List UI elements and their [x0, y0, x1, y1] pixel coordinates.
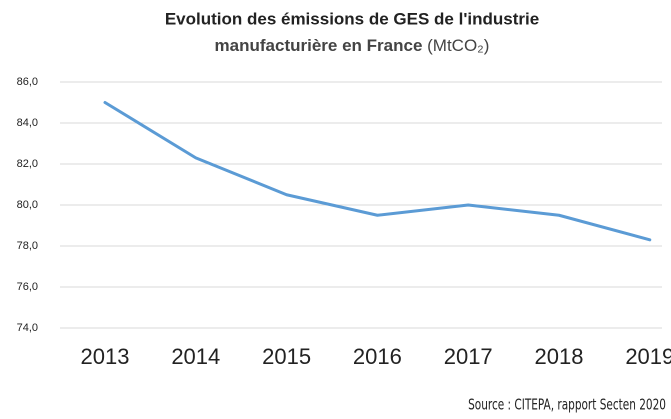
x-tick-label: 2014: [171, 344, 220, 369]
y-tick-label: 74,0: [17, 322, 38, 334]
y-tick-label: 86,0: [17, 76, 38, 88]
y-tick-label: 82,0: [17, 158, 38, 170]
x-tick-label: 2018: [535, 344, 584, 369]
chart-title: manufacturière en France: [215, 36, 423, 55]
x-tick-label: 2013: [81, 344, 130, 369]
y-tick-label: 84,0: [17, 117, 38, 129]
x-tick-label: 2016: [353, 344, 402, 369]
y-tick-label: 78,0: [17, 240, 38, 252]
y-tick-label: 80,0: [17, 199, 38, 211]
y-tick-label: 76,0: [17, 281, 38, 293]
x-tick-label: 2017: [444, 344, 493, 369]
unit: (MtCO₂): [427, 36, 489, 55]
source: Source : CITEPA, rapport Secten 2020: [468, 397, 666, 414]
x-tick-label: 2015: [262, 344, 311, 369]
data-line: [103, 101, 652, 242]
chart-title: Evolution des émissions de GES de l'indu…: [165, 9, 539, 28]
chart-title: manufacturière en France (MtCO₂): [215, 36, 490, 55]
x-tick-label: 2019: [625, 344, 671, 369]
